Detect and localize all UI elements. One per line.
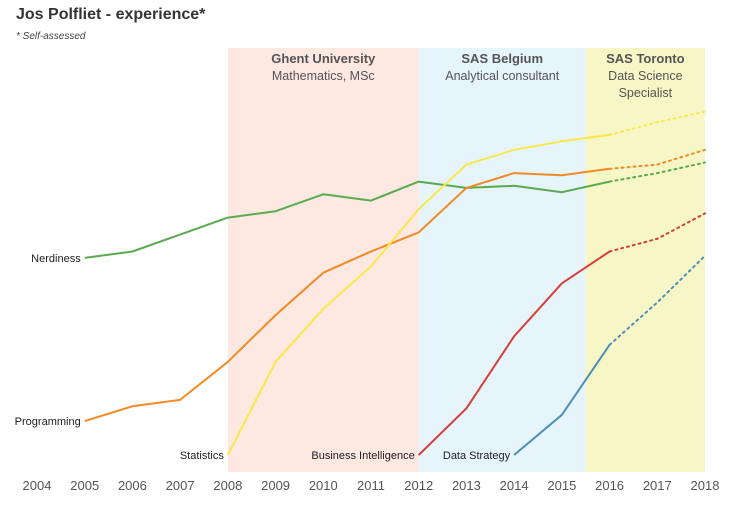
era-bands [227,48,705,472]
series-projection-programming [608,148,706,170]
era-labels: Ghent University Mathematics, MSc SAS Belg… [271,51,684,100]
x-tick-label: 2012 [404,478,433,493]
chart-subtitle: * Self-assessed [16,31,86,42]
era-description-sas-toronto: Specialist [619,86,673,100]
series-projection-statistics [608,110,706,136]
x-tick-label: 2004 [23,478,52,493]
era-title-sas-toronto: SAS Toronto [606,51,685,66]
x-tick-label: 2011 [357,478,385,493]
x-tick-label: 2014 [500,478,529,493]
series-label-nerdiness: Nerdiness [31,253,81,265]
chart-title: Jos Polfliet - experience* [16,6,206,23]
x-tick-label: 2008 [213,478,242,493]
series-label-data-strategy: Data Strategy [443,450,511,462]
series-projection-nerdiness [608,161,706,183]
series-lines [84,110,706,456]
x-tick-label: 2010 [309,478,338,493]
x-tick-label: 2006 [118,478,147,493]
series-label-programming: Programming [15,416,81,428]
series-labels: Nerdiness Programming Statistics Business I… [15,253,511,462]
x-axis: 2004 2005 2006 2007 2008 2009 2010 2011 2012 2013… [23,478,720,493]
x-tick-label: 2013 [452,478,481,493]
x-tick-label: 2015 [547,478,576,493]
series-projection-business-intelligence [608,212,706,253]
era-title-ghent-university: Ghent University [271,51,376,66]
series-label-statistics: Statistics [180,450,225,462]
series-line-data-strategy [513,344,611,456]
series-line-programming [84,167,610,423]
series-label-business-intelligence: Business Intelligence [311,450,414,462]
era-title-sas-belgium: SAS Belgium [461,51,543,66]
series-line-nerdiness [84,180,610,259]
era-description-sas-belgium: Analytical consultant [445,69,559,83]
era-band-ghent-university [227,48,419,472]
x-tick-label: 2017 [643,478,672,493]
era-band-sas-belgium [418,48,586,472]
era-band-sas-toronto [585,48,705,472]
x-tick-label: 2007 [166,478,195,493]
series-line-business-intelligence [418,250,611,456]
era-description-sas-toronto: Data Science [608,69,682,83]
x-tick-label: 2018 [691,478,720,493]
x-tick-label: 2016 [595,478,624,493]
x-tick-label: 2005 [70,478,99,493]
series-line-statistics [227,133,610,456]
series-projection-data-strategy [608,254,706,346]
x-tick-label: 2009 [261,478,290,493]
era-description-ghent-university: Mathematics, MSc [272,69,375,83]
